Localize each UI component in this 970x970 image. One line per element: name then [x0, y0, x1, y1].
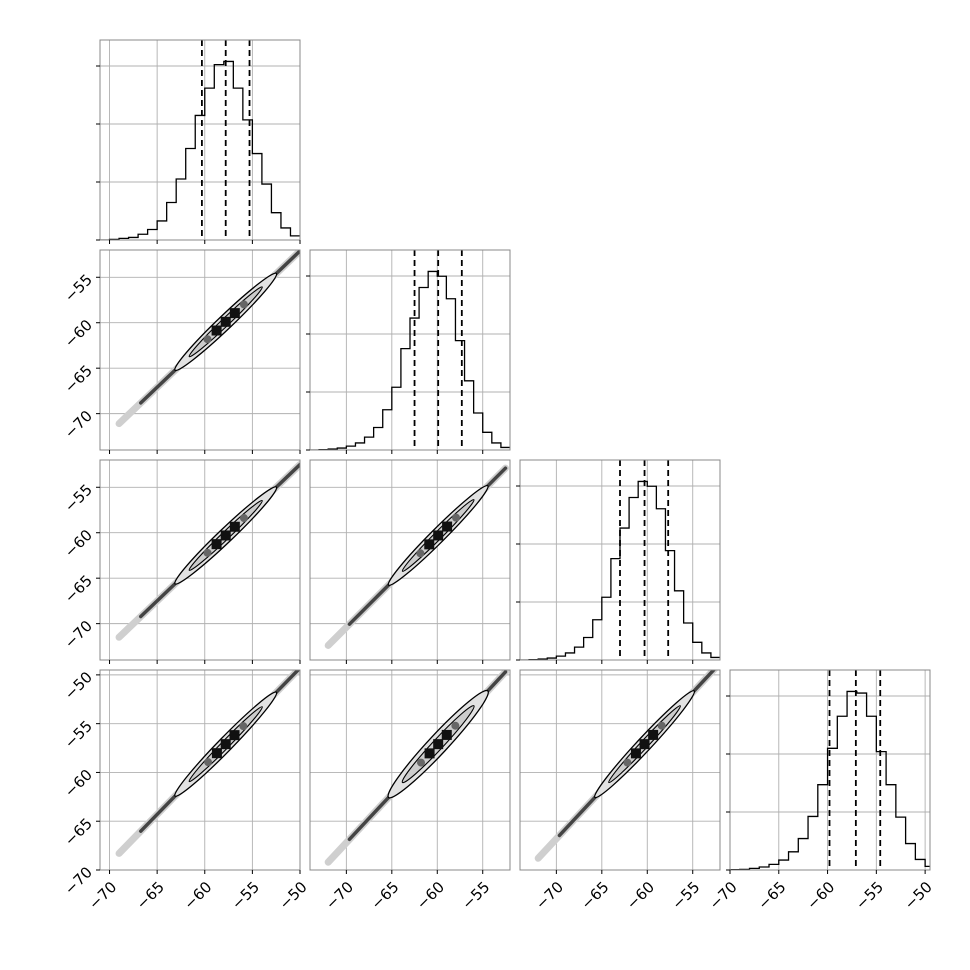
x-tick-label: −70	[532, 878, 567, 913]
x-tick-label: −55	[458, 878, 493, 913]
density-cell	[639, 739, 650, 750]
y-tick-label: −55	[61, 717, 96, 752]
y-tick-label: −55	[61, 271, 96, 306]
density-point	[657, 721, 666, 730]
histogram-step	[730, 690, 930, 870]
density-cell	[211, 325, 222, 336]
scatter-panel-4-3	[520, 670, 720, 870]
y-tick-label: −50	[61, 668, 96, 703]
scatter-panel-3-1	[100, 460, 300, 660]
density-cell	[229, 308, 240, 319]
x-tick-label: −65	[577, 878, 612, 913]
y-tick-label: −70	[61, 407, 96, 442]
x-tick-label: −65	[133, 878, 168, 913]
y-tick-label: −65	[61, 571, 96, 606]
x-tick-label: −65	[367, 878, 402, 913]
density-point	[623, 758, 632, 767]
density-cell	[211, 539, 222, 550]
density-point	[203, 335, 212, 344]
density-cell	[229, 730, 240, 741]
x-tick-label: −55	[852, 878, 887, 913]
density-point	[452, 513, 461, 522]
y-tick-label: −60	[61, 316, 96, 351]
density-cell	[442, 521, 453, 532]
density-point	[239, 514, 248, 523]
density-cell	[433, 739, 444, 750]
density-point	[239, 300, 248, 309]
scatter-panel-4-2	[310, 670, 510, 870]
scatter-panel-2-1	[100, 250, 300, 450]
density-cell	[220, 316, 231, 327]
density-cell	[424, 748, 435, 759]
x-tick-label: −50	[276, 878, 311, 913]
panel-frame	[729, 669, 931, 871]
x-tick-label: −60	[803, 878, 838, 913]
panel-frame	[99, 39, 301, 241]
density-point	[204, 758, 213, 767]
density-point	[239, 722, 248, 731]
x-tick-label: −70	[706, 878, 741, 913]
y-tick-label: −70	[61, 617, 96, 652]
panel-frame	[519, 669, 721, 871]
panel-frame	[99, 669, 301, 871]
y-tick-label: −65	[61, 815, 96, 850]
x-tick-label: −60	[180, 878, 215, 913]
density-point	[451, 721, 460, 730]
panel-frame	[309, 669, 511, 871]
panel-frame	[99, 459, 301, 661]
y-tick-label: −60	[61, 766, 96, 801]
x-tick-label: −60	[413, 878, 448, 913]
y-tick-label: −60	[61, 526, 96, 561]
y-tick-label: −65	[61, 361, 96, 396]
histogram-step	[100, 60, 300, 240]
histogram-panel-4	[730, 670, 930, 870]
histogram-panel-2	[310, 250, 510, 450]
scatter-panel-4-1	[100, 670, 300, 870]
density-point	[417, 758, 426, 767]
panel-frame	[309, 249, 511, 451]
x-tick-label: −65	[754, 878, 789, 913]
density-point	[416, 549, 425, 558]
panel-frame	[519, 459, 721, 661]
density-cell	[648, 729, 659, 740]
scatter-panel-3-2	[310, 460, 510, 660]
density-cell	[220, 739, 231, 750]
density-cell	[424, 539, 435, 550]
density-cell	[630, 748, 641, 759]
density-cell	[211, 748, 222, 759]
density-point	[203, 548, 212, 557]
x-tick-label: −60	[623, 878, 658, 913]
panel-frame	[309, 459, 511, 661]
density-cell	[229, 521, 240, 532]
density-cell	[441, 729, 452, 740]
histogram-step	[310, 270, 510, 450]
density-cell	[220, 530, 231, 541]
histogram-panel-1	[100, 40, 300, 240]
x-tick-label: −55	[668, 878, 703, 913]
density-cell	[433, 530, 444, 541]
x-tick-label: −55	[228, 878, 263, 913]
x-tick-label: −70	[85, 878, 120, 913]
x-tick-label: −70	[322, 878, 357, 913]
x-tick-label: −50	[901, 878, 936, 913]
histogram-panel-3	[520, 460, 720, 660]
y-tick-label: −70	[61, 863, 96, 898]
y-tick-label: −55	[61, 481, 96, 516]
panel-frame	[99, 249, 301, 451]
